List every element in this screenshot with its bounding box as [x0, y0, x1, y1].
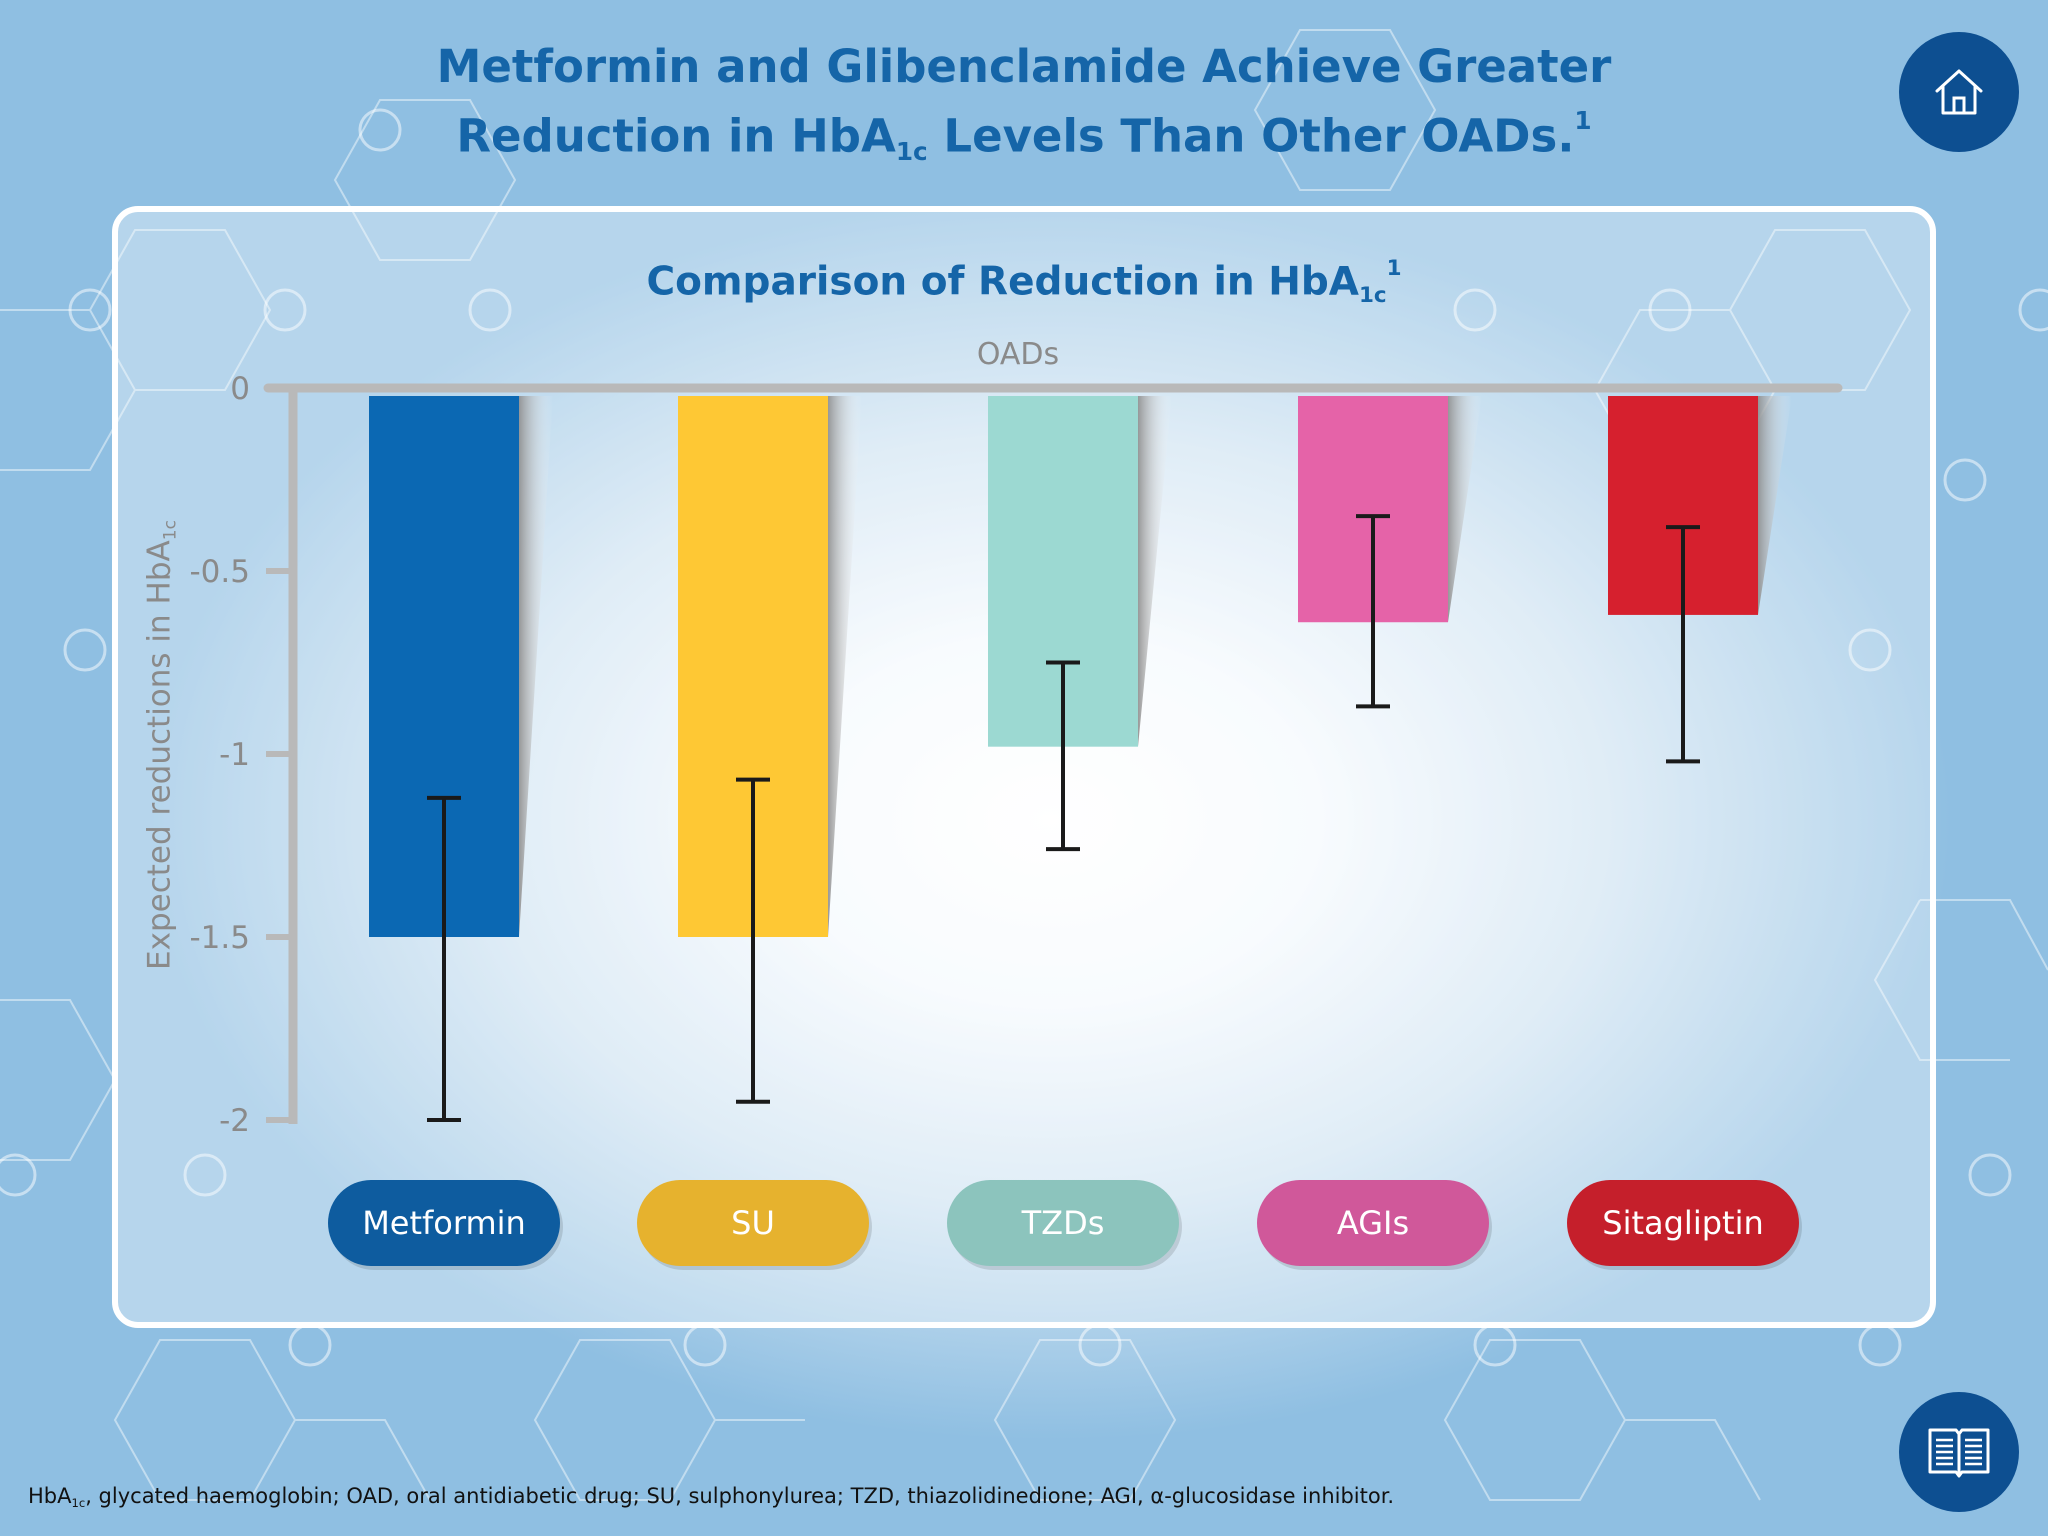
page-title-line2-end: Levels Than Other OADs.	[927, 109, 1575, 163]
y-tick-label: 0	[230, 371, 250, 407]
category-label-metformin: Metformin	[328, 1180, 560, 1266]
y-axis-label-subscript: 1c	[160, 520, 181, 541]
home-icon	[1935, 69, 1983, 115]
y-axis-label: Expected reductions in HbA1c	[142, 465, 181, 1025]
error-bar-agis	[1356, 514, 1390, 709]
y-tick-label: -2	[219, 1103, 250, 1139]
footnote-subscript: 1c	[71, 1496, 86, 1511]
error-bar-sitagliptin	[1666, 525, 1700, 764]
category-label-agis: AGIs	[1257, 1180, 1489, 1266]
chart-title-text: Comparison of Reduction in HbA	[646, 259, 1359, 305]
chart-title-reference: 1	[1386, 256, 1402, 281]
category-label-su: SU	[637, 1180, 869, 1266]
page-title-reference: 1	[1574, 106, 1592, 135]
footnote-abbr: HbA	[28, 1484, 72, 1508]
error-bar-metformin	[427, 795, 461, 1122]
bar-shadow	[1138, 396, 1172, 747]
error-bar-su	[736, 777, 770, 1104]
y-axis-label-text: Expected reductions in HbA	[141, 540, 178, 970]
bar-shadow	[1758, 396, 1792, 615]
bar-shadow	[519, 396, 553, 937]
book-icon	[1928, 1428, 1990, 1478]
chart-title: Comparison of Reduction in HbA1c1	[112, 256, 1936, 308]
page-title-subscript: 1c	[895, 136, 928, 166]
category-label-sitagliptin: Sitagliptin	[1567, 1180, 1799, 1266]
chart-title-subscript: 1c	[1358, 282, 1387, 308]
page-title: Metformin and Glibenclamide Achieve Grea…	[300, 40, 1748, 179]
home-button[interactable]	[1899, 32, 2019, 152]
page-title-line1: Metformin and Glibenclamide Achieve Grea…	[436, 40, 1612, 93]
bar-shadow	[828, 396, 862, 937]
page-title-line2: Reduction in HbA	[456, 109, 896, 163]
y-tick-label: -1.5	[190, 920, 251, 956]
bar-shadow	[1448, 396, 1482, 623]
category-label-tzds: TZDs	[947, 1180, 1179, 1266]
y-tick-label: -1	[219, 737, 250, 773]
error-bar-tzds	[1046, 660, 1080, 852]
y-tick-label: -0.5	[190, 554, 251, 590]
footnote-text: , glycated haemoglobin; OAD, oral antidi…	[85, 1484, 1395, 1508]
x-axis-label: OADs	[977, 337, 1059, 372]
references-button[interactable]	[1899, 1392, 2019, 1512]
footnote: HbA1c, glycated haemoglobin; OAD, oral a…	[28, 1484, 1394, 1510]
